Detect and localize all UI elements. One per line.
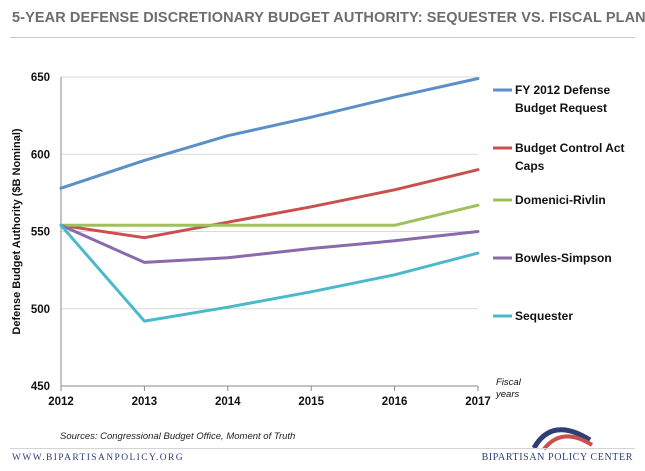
legend-label: FY 2012 Defense	[515, 83, 610, 97]
footer-org-name: BIPARTISAN POLICY CENTER	[481, 452, 633, 463]
source-note: Sources: Congressional Budget Office, Mo…	[60, 431, 296, 442]
legend-label: Budget Control Act	[515, 141, 625, 155]
series-line	[59, 223, 480, 323]
x-axis-title-line: years	[495, 389, 519, 400]
legend-label: Sequester	[515, 309, 573, 323]
line-chart: 450 500 550 600 650 2012 2013 2014 2015 2016 2017 F…	[11, 72, 625, 408]
y-tick-label: 600	[31, 149, 50, 161]
series-line	[59, 203, 480, 227]
legend-label: Domenici-Rivlin	[515, 193, 606, 207]
x-tick-label: 2014	[215, 396, 241, 408]
footer-url[interactable]: WWW.BIPARTISANPOLICY.ORG	[12, 453, 185, 463]
title-divider	[10, 37, 635, 38]
x-tick-label: 2015	[298, 396, 324, 408]
y-tick-label: 450	[31, 381, 50, 393]
bpc-logo-icon	[532, 427, 594, 451]
y-tick-label: 650	[31, 72, 50, 84]
y-axis-title: Defense Budget Authority ($B Nominal)	[11, 128, 23, 334]
x-tick-label: 2012	[48, 396, 74, 408]
series-line	[59, 223, 480, 264]
series-line	[59, 77, 480, 190]
series-line	[59, 168, 480, 240]
legend-label: Budget Request	[515, 101, 607, 115]
x-tick-label: 2013	[132, 396, 158, 408]
y-tick-label: 550	[31, 227, 50, 239]
x-tick-label: 2016	[382, 396, 408, 408]
x-axis-title-line: Fiscal	[496, 377, 522, 388]
x-tick-label: 2017	[465, 396, 491, 408]
chart-title: 5-YEAR DEFENSE DISCRETIONARY BUDGET AUTH…	[12, 10, 645, 26]
y-tick-label: 500	[31, 304, 50, 316]
legend-label: Bowles-Simpson	[515, 251, 612, 265]
legend-label: Caps	[515, 159, 545, 173]
footer-divider	[10, 448, 635, 449]
